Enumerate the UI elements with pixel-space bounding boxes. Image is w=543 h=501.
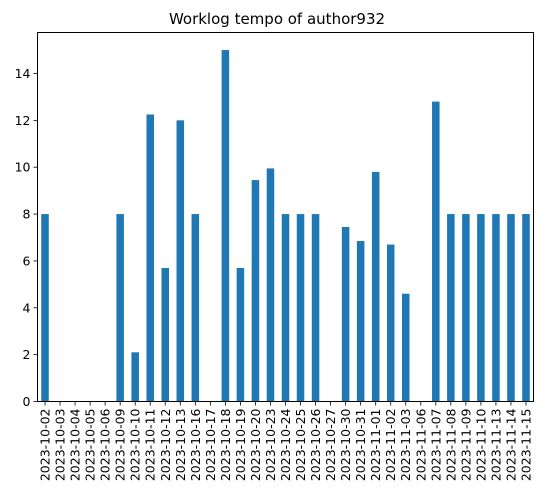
x-tick-label: 2023-10-19 [233, 408, 248, 481]
bar-2023-10-16 [191, 214, 200, 402]
x-tick-label: 2023-10-02 [38, 409, 53, 482]
x-tick-label: 2023-10-24 [278, 408, 293, 481]
y-tick-label: 10 [15, 160, 31, 175]
y-tick-label: 0 [23, 394, 31, 409]
x-tick-label: 2023-10-12 [158, 409, 173, 482]
y-axis: 0 2 4 6 8 10 12 14 [15, 66, 38, 409]
x-tick-label: 2023-10-03 [53, 409, 68, 482]
bar-2023-10-26 [311, 214, 320, 402]
x-tick-label: 2023-10-30 [338, 408, 353, 481]
x-tick-label: 2023-10-31 [353, 409, 368, 482]
bar-2023-10-19 [236, 267, 245, 402]
bar-2023-11-02 [386, 244, 395, 402]
x-tick-label: 2023-10-25 [293, 409, 308, 482]
x-tick-label: 2023-10-09 [113, 408, 128, 481]
x-axis: 2023-10-02 2023-10-03 2023-10-04 2023-10-05… [38, 401, 533, 482]
x-tick-label: 2023-10-23 [263, 409, 278, 482]
y-tick-label: 12 [15, 113, 31, 128]
x-tick-label: 2023-10-05 [83, 409, 98, 482]
x-tick-label: 2023-11-10 [473, 408, 488, 481]
bar-2023-11-13 [492, 214, 500, 402]
x-tick-label: 2023-11-15 [518, 409, 533, 482]
bar-2023-10-24 [281, 214, 290, 402]
x-tick-label: 2023-11-14 [503, 408, 518, 481]
x-tick-label: 2023-10-27 [323, 409, 338, 482]
x-tick-label: 2023-11-02 [383, 409, 398, 482]
bar-2023-11-03 [401, 293, 410, 402]
y-tick-label: 8 [23, 207, 31, 222]
y-tick-label: 6 [23, 253, 31, 268]
bar-2023-10-20 [251, 180, 260, 402]
x-tick-label: 2023-10-11 [143, 409, 158, 482]
y-tick-label: 14 [15, 66, 31, 81]
bar-2023-10-30 [341, 226, 350, 402]
bar-2023-10-11 [146, 114, 154, 402]
x-tick-label: 2023-10-04 [68, 408, 83, 481]
bar-2023-10-12 [161, 267, 170, 402]
bar-2023-11-09 [462, 214, 470, 402]
bar-2023-10-18 [221, 50, 230, 402]
y-tick-label: 2 [23, 347, 31, 362]
x-tick-label: 2023-10-17 [203, 409, 218, 482]
bar-2023-10-25 [296, 214, 305, 402]
x-tick-label: 2023-10-10 [128, 408, 143, 481]
plot-frame [37, 32, 534, 402]
chart-title: Worklog tempo of author932 [169, 10, 385, 28]
bar-2023-10-09 [116, 214, 124, 402]
bars-group [41, 50, 530, 402]
bar-2023-11-07 [432, 101, 440, 402]
x-tick-label: 2023-11-01 [368, 409, 383, 482]
y-tick-label: 4 [23, 300, 31, 315]
x-tick-label: 2023-10-16 [188, 408, 203, 481]
x-tick-label: 2023-11-13 [488, 409, 503, 482]
bar-2023-11-15 [522, 214, 530, 402]
bar-2023-10-31 [356, 241, 365, 402]
x-tick-label: 2023-11-09 [458, 408, 473, 481]
bar-2023-10-23 [266, 168, 275, 402]
bar-2023-10-02 [41, 214, 49, 402]
x-tick-label: 2023-10-13 [173, 409, 188, 482]
x-tick-label: 2023-11-03 [398, 409, 413, 482]
bar-2023-11-01 [371, 171, 380, 402]
bar-2023-11-14 [507, 214, 515, 402]
x-tick-label: 2023-11-07 [428, 409, 443, 482]
x-tick-label: 2023-11-06 [413, 408, 428, 481]
x-tick-label: 2023-10-18 [218, 408, 233, 481]
x-tick-label: 2023-10-26 [308, 408, 323, 481]
x-tick-label: 2023-10-06 [98, 408, 113, 481]
bar-2023-10-13 [176, 120, 185, 402]
bar-2023-11-08 [447, 214, 455, 402]
x-tick-label: 2023-11-08 [443, 408, 458, 481]
bar-2023-11-10 [477, 214, 485, 402]
x-tick-label: 2023-10-20 [248, 408, 263, 481]
bar-2023-10-10 [131, 352, 139, 402]
